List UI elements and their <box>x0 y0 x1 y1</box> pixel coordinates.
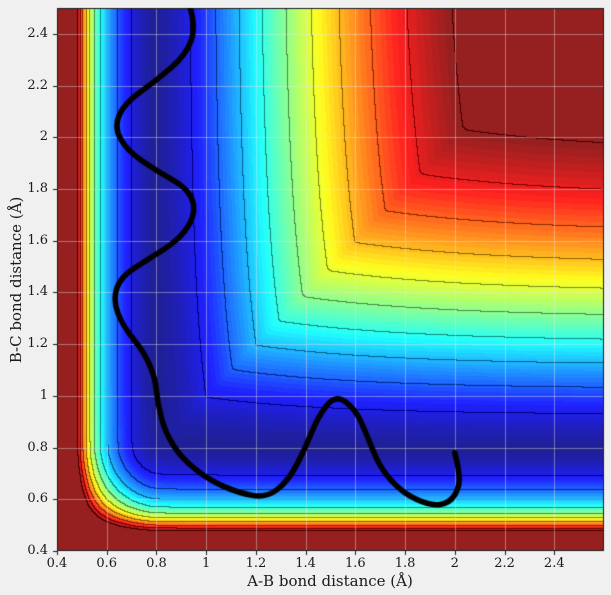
x-axis-label: A-B bond distance (Å) <box>247 572 413 590</box>
y-tick-label: 2.2 <box>27 77 48 93</box>
x-tick-label: 1.8 <box>394 556 416 571</box>
y-tick-label: 1.6 <box>27 232 48 248</box>
y-tick-label: 1.2 <box>27 336 48 352</box>
x-tick-label: 2.2 <box>494 556 515 571</box>
y-tick-label: 1.8 <box>27 181 48 196</box>
x-tick-label: 0.4 <box>46 556 68 571</box>
x-tick-label: 2 <box>450 556 459 571</box>
y-tick-label: 0.6 <box>27 491 48 507</box>
y-tick-label: 2.4 <box>27 25 48 41</box>
x-tick-label: 0.8 <box>146 556 167 571</box>
y-tick-label: 0.8 <box>27 439 48 455</box>
y-axis-label: B-C bond distance (Å) <box>7 196 25 364</box>
x-tick-label: 0.6 <box>96 556 118 571</box>
y-tick-label: 2 <box>39 129 48 145</box>
y-tick-label: 1 <box>39 387 48 403</box>
x-tick-label: 1 <box>202 556 211 571</box>
x-tick-label: 1.2 <box>245 556 267 571</box>
x-tick-label: 1.6 <box>345 556 366 571</box>
y-tick-label: 1.4 <box>27 284 48 300</box>
y-tick-label: 0.4 <box>27 543 48 558</box>
x-tick-label: 2.4 <box>543 556 565 571</box>
x-tick-label: 1.4 <box>295 556 316 571</box>
